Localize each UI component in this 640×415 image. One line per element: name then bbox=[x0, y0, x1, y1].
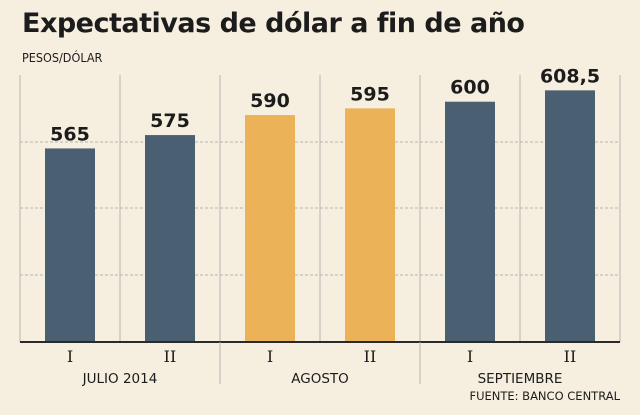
bar-value-label: 595 bbox=[350, 83, 390, 105]
bars bbox=[45, 90, 595, 342]
bar bbox=[545, 90, 595, 342]
x-group-label: SEPTIEMBRE bbox=[478, 371, 563, 387]
chart-title: Expectativas de dólar a fin de año bbox=[22, 8, 525, 39]
x-group-label: AGOSTO bbox=[291, 371, 349, 387]
bar bbox=[445, 101, 495, 342]
bar bbox=[45, 148, 95, 342]
x-tick-label: I bbox=[467, 347, 473, 366]
bar-value-label: 600 bbox=[450, 77, 490, 99]
bar-value-label: 565 bbox=[50, 123, 90, 145]
grid-lines bbox=[19, 75, 621, 342]
bar bbox=[245, 115, 295, 342]
bar-value-label: 608,5 bbox=[540, 65, 600, 87]
x-tick-label: II bbox=[164, 347, 177, 366]
bar-value-label: 590 bbox=[250, 90, 290, 112]
bar-value-label: 575 bbox=[150, 110, 190, 132]
x-tick-label: I bbox=[67, 347, 73, 366]
x-tick-label: II bbox=[364, 347, 377, 366]
x-tick-label: II bbox=[564, 347, 577, 366]
bar bbox=[345, 108, 395, 342]
chart-subtitle: PESOS/DÓLAR bbox=[22, 50, 103, 65]
x-tick-label: I bbox=[267, 347, 273, 366]
x-group-label: JULIO 2014 bbox=[82, 371, 158, 387]
value-labels: 565 575 590 595 600 608,5 bbox=[50, 65, 600, 145]
source-note: FUENTE: BANCO CENTRAL bbox=[469, 389, 620, 403]
bar bbox=[145, 135, 195, 342]
